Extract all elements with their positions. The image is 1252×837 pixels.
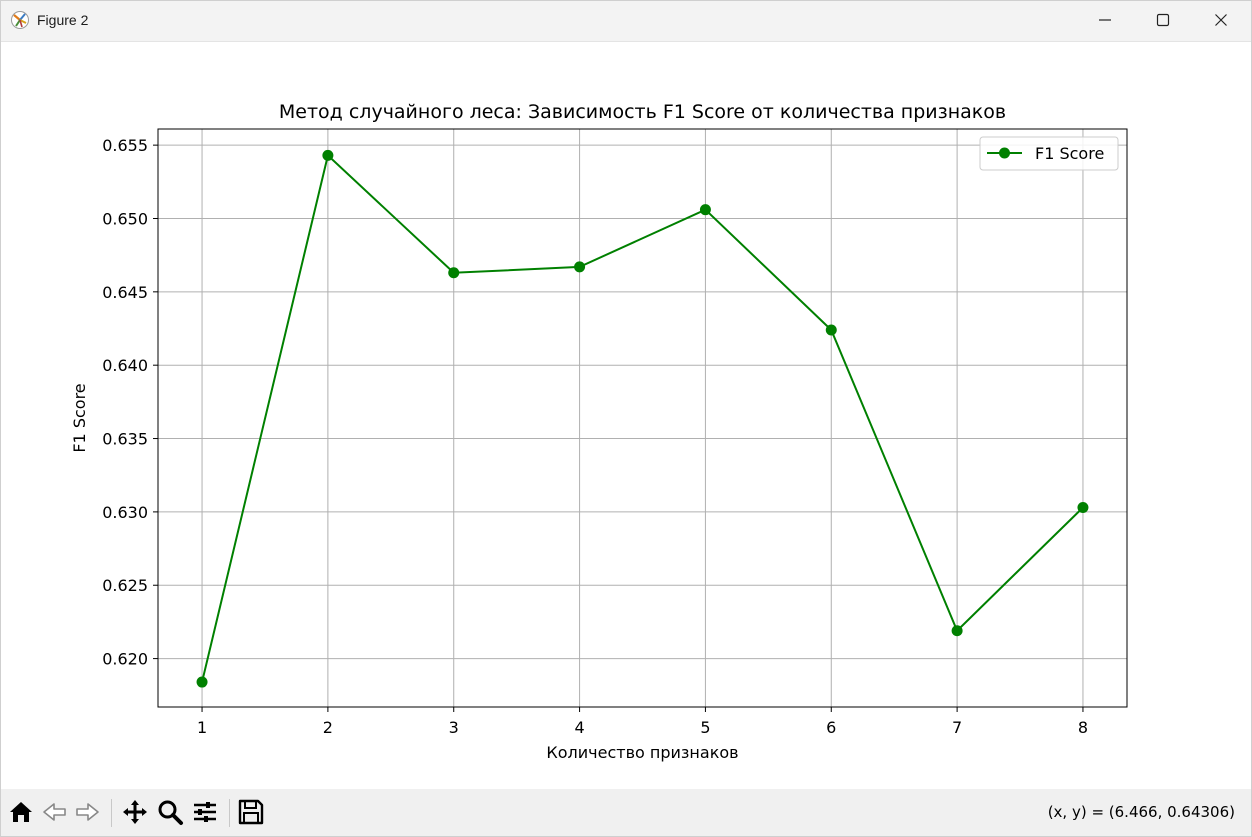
zoom-button[interactable]: [154, 796, 186, 828]
y-tick-label: 0.635: [102, 430, 148, 449]
pan-button[interactable]: [119, 796, 151, 828]
data-point: [699, 204, 711, 216]
y-tick-label: 0.645: [102, 283, 148, 302]
close-icon: [1215, 14, 1227, 26]
x-tick-label: 7: [952, 718, 962, 737]
legend-box: [979, 136, 1119, 171]
y-tick-label: 0.625: [102, 576, 148, 595]
home-button[interactable]: [5, 796, 37, 828]
navigation-toolbar: (x, y) = (6.466, 0.64306): [1, 789, 1251, 836]
x-axis-label: Количество признаков: [546, 743, 738, 762]
x-tick-label: 3: [449, 718, 459, 737]
data-point: [196, 676, 208, 688]
y-tick-label: 0.640: [102, 356, 148, 375]
back-icon: [43, 803, 66, 821]
legend-label: F1 Score: [1035, 144, 1104, 163]
legend-marker: [999, 147, 1010, 159]
line-chart: 1 2 3 4 5 6 7 8 0.620 0.625 0.630 0.635 0.640 0.645 0.…: [70, 101, 1128, 762]
y-tick-label: 0.620: [102, 650, 148, 669]
maximize-icon: [1156, 13, 1170, 27]
data-point: [322, 149, 334, 161]
series-line: [201, 153, 1084, 683]
zoom-icon: [158, 800, 183, 825]
x-tick-label: 2: [323, 718, 333, 737]
data-point: [1077, 501, 1089, 513]
configure-subplots-icon: [194, 802, 216, 822]
y-tick-label: 0.655: [102, 136, 148, 155]
data-point: [825, 324, 837, 336]
window-title: Figure 2: [37, 12, 89, 28]
save-icon: [238, 799, 264, 825]
figure-canvas[interactable]: 1 2 3 4 5 6 7 8 0.620 0.625 0.630 0.635 0.640 0.645 0.…: [1, 42, 1251, 789]
toolbar-separator: [229, 799, 230, 827]
legend: F1 Score: [979, 136, 1119, 171]
pan-icon: [123, 800, 147, 824]
y-tick-label: 0.630: [102, 503, 148, 522]
chart-title: Метод случайного леса: Зависимость F1 Sc…: [279, 101, 1006, 123]
minimize-button[interactable]: [1076, 1, 1134, 39]
y-tick-label: 0.650: [102, 209, 148, 228]
data-point: [951, 625, 963, 637]
close-button[interactable]: [1192, 1, 1250, 39]
x-tick-label: 5: [700, 718, 710, 737]
data-point: [448, 267, 460, 279]
toolbar-separator: [111, 799, 112, 827]
save-button[interactable]: [235, 796, 267, 828]
forward-button[interactable]: [71, 796, 103, 828]
matplotlib-icon: [10, 10, 30, 30]
x-tick-label: 6: [826, 718, 836, 737]
x-tick-label: 8: [1078, 718, 1088, 737]
configure-subplots-button[interactable]: [189, 796, 221, 828]
cursor-coordinates: (x, y) = (6.466, 0.64306): [1047, 803, 1235, 821]
axes-frame: [157, 128, 1128, 708]
forward-icon: [76, 803, 99, 821]
minimize-icon: [1099, 19, 1111, 21]
title-bar: Figure 2: [1, 1, 1251, 42]
y-axis-label: F1 Score: [70, 383, 89, 452]
home-icon: [10, 802, 32, 822]
maximize-button[interactable]: [1134, 1, 1192, 39]
back-button[interactable]: [39, 796, 71, 828]
x-tick-label: 4: [574, 718, 584, 737]
x-tick-label: 1: [197, 718, 207, 737]
data-point: [574, 261, 586, 273]
